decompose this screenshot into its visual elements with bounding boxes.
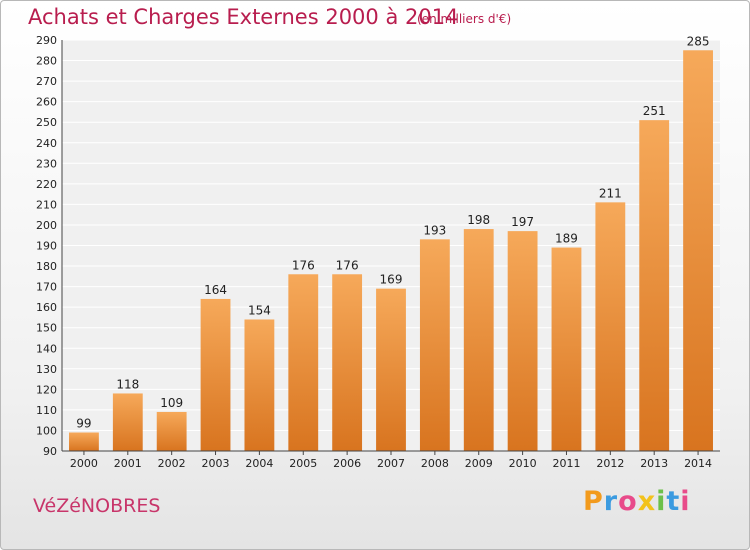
y-tick-label: 210 — [36, 198, 57, 211]
x-tick-label: 2014 — [684, 457, 712, 470]
chart-title: Achats et Charges Externes 2000 à 2014 — [28, 5, 459, 29]
y-tick-label: 140 — [36, 342, 57, 355]
bar-value-label: 176 — [292, 258, 315, 272]
x-tick-label: 2001 — [114, 457, 142, 470]
bar-value-label: 193 — [423, 223, 446, 237]
logo-letter: t — [666, 486, 681, 517]
bar-value-label: 251 — [643, 104, 666, 118]
x-tick-label: 2005 — [289, 457, 317, 470]
bar-value-label: 164 — [204, 283, 227, 297]
commune-name: VéZéNOBRES — [33, 495, 161, 517]
y-tick-label: 250 — [36, 116, 57, 129]
bar-value-label: 154 — [248, 303, 271, 317]
x-tick-label: 2000 — [70, 457, 98, 470]
logo-letter: i — [656, 486, 667, 517]
x-tick-label: 2011 — [552, 457, 580, 470]
y-tick-label: 280 — [36, 55, 57, 68]
y-tick-label: 200 — [36, 219, 57, 232]
bar — [507, 231, 538, 451]
bar — [156, 411, 187, 451]
y-tick-label: 120 — [36, 383, 57, 396]
bars: 99 118 109 164 154 176 176 169 193 198 197 189 211 25… — [69, 34, 713, 452]
y-tick-label: 230 — [36, 157, 57, 170]
bar — [244, 319, 275, 451]
bar — [683, 50, 713, 452]
x-tick-label: 2004 — [245, 457, 273, 470]
y-tick-label: 130 — [36, 363, 57, 376]
x-tick-label: 2013 — [640, 457, 668, 470]
y-tick-label: 170 — [36, 281, 57, 294]
bar — [419, 239, 450, 451]
y-tick-label: 220 — [36, 178, 57, 191]
x-tick-label: 2002 — [158, 457, 186, 470]
y-tick-label: 160 — [36, 301, 57, 314]
bar — [332, 274, 363, 451]
chart-unit: (en milliers d'€) — [417, 12, 512, 26]
x-tick-label: 2009 — [465, 457, 493, 470]
y-tick-label: 270 — [36, 75, 57, 88]
bar — [595, 202, 626, 451]
logo-letter: i — [680, 486, 691, 517]
bar-value-label: 285 — [687, 34, 710, 48]
bar — [463, 229, 494, 451]
y-tick-label: 150 — [36, 322, 57, 335]
y-tick-label: 290 — [36, 34, 57, 47]
y-tick-label: 100 — [36, 424, 57, 437]
bar-value-label: 99 — [76, 417, 91, 431]
bar-value-label: 211 — [599, 186, 622, 200]
x-tick-label: 2010 — [509, 457, 537, 470]
y-tick-label: 110 — [36, 404, 57, 417]
bar-value-label: 109 — [160, 396, 183, 410]
bar — [551, 247, 582, 451]
x-tick-label: 2008 — [421, 457, 449, 470]
bar-value-label: 118 — [116, 377, 139, 391]
bar — [639, 120, 670, 452]
logo-letter: x — [637, 486, 657, 517]
bar-value-label: 189 — [555, 232, 578, 246]
y-tick-label: 180 — [36, 260, 57, 273]
logo-letter: P — [583, 486, 604, 517]
x-tick-label: 2003 — [202, 457, 230, 470]
logo-letter: r — [603, 486, 619, 517]
y-tick-label: 90 — [43, 445, 57, 458]
y-tick-label: 240 — [36, 137, 57, 150]
bar-value-label: 198 — [467, 213, 490, 227]
bar-value-label: 176 — [336, 258, 359, 272]
axes: 90 100 110 120 130 140 150 160 170 180 190 200 210 22… — [36, 34, 720, 470]
bar — [288, 274, 319, 451]
bar-value-label: 197 — [511, 215, 534, 229]
x-tick-label: 2006 — [333, 457, 361, 470]
y-tick-label: 260 — [36, 96, 57, 109]
bar — [112, 393, 143, 451]
bar — [376, 288, 406, 451]
logo-letter: o — [618, 486, 638, 517]
bar-value-label: 169 — [380, 273, 403, 287]
x-tick-label: 2012 — [596, 457, 624, 470]
x-tick-label: 2007 — [377, 457, 405, 470]
bar — [69, 432, 99, 451]
proxiti-logo: Proxiti — [583, 486, 691, 517]
y-tick-label: 190 — [36, 240, 57, 253]
bar — [200, 298, 231, 451]
